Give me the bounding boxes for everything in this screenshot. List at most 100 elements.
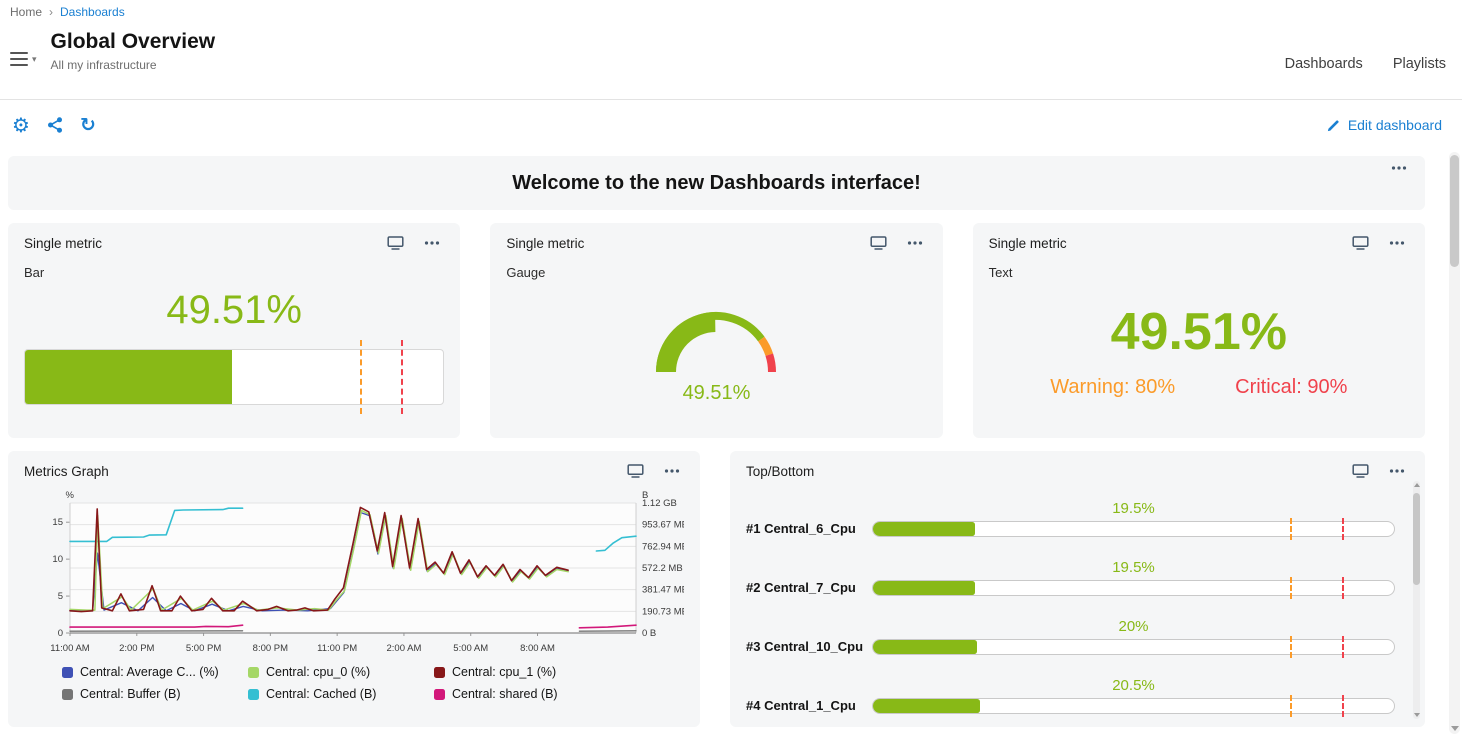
display-settings-button[interactable] [866,233,891,253]
legend-swatch [248,666,259,678]
legend-item[interactable]: Central: cpu_1 (%) [434,661,620,683]
chevron-right-icon: › [49,5,54,19]
legend-item[interactable]: Central: cpu_0 (%) [248,661,434,683]
panel-title: Single metric [24,235,103,251]
edit-dashboard-button[interactable]: Edit dashboard [1320,116,1448,134]
svg-text:B: B [642,490,648,501]
svg-text:5:00 PM: 5:00 PM [186,643,221,654]
legend-item[interactable]: Central: Cached (B) [248,683,434,705]
share-button[interactable] [42,114,68,136]
svg-text:572.2 MB: 572.2 MB [642,563,683,574]
top-bottom-item-label: #3 Central_10_Cpu [746,639,864,654]
critical-threshold-line [1341,518,1344,540]
breadcrumb-dashboards[interactable]: Dashboards [60,5,125,19]
legend-label: Central: cpu_1 (%) [452,665,557,679]
pencil-icon [1327,119,1339,131]
panel-title: Top/Bottom [746,463,815,479]
top-bottom-item-label: #1 Central_6_Cpu [746,521,856,536]
top-bottom-item-value: 19.5% [1112,500,1155,517]
display-settings-button[interactable] [1348,233,1373,253]
scroll-down-arrow[interactable] [1413,713,1420,717]
display-settings-button[interactable] [383,233,408,253]
legend-label: Central: Average C... (%) [80,665,219,679]
scrollbar-thumb[interactable] [1413,493,1420,585]
hamburger-menu-button[interactable]: ▾ [10,46,37,72]
more-icon [1391,166,1407,170]
critical-threshold-line [1341,695,1344,717]
legend-item[interactable]: Central: Average C... (%) [62,661,248,683]
svg-text:381.47 MB: 381.47 MB [642,585,684,596]
single-metric-bar-panel: Single metric [8,223,461,438]
welcome-more-button[interactable] [1387,164,1411,172]
legend-label: Central: Buffer (B) [80,687,181,701]
chevron-down-icon: ▾ [32,53,37,64]
panel-more-button[interactable] [903,239,927,247]
metrics-row: Single metric [8,223,1425,438]
refresh-button[interactable]: ↻ [76,114,100,137]
top-bottom-bar-fill [873,640,978,654]
welcome-text: Welcome to the new Dashboards interface! [512,171,921,194]
display-icon [1352,236,1369,250]
panel-more-button[interactable] [660,467,684,475]
panel-subtitle: Bar [24,265,45,280]
page-subtitle: All my infrastructure [50,58,157,72]
display-icon [870,236,887,250]
top-bottom-item-value: 20.5% [1112,677,1155,694]
svg-text:5:00 AM: 5:00 AM [453,643,488,654]
more-icon [907,241,922,245]
dashboard-toolbar: ⚙ ↻ Edit dashboard [0,100,1462,150]
dashboard-content: Welcome to the new Dashboards interface!… [0,150,1462,727]
charts-row: Metrics Graph [8,451,1425,727]
warning-threshold-line [1289,577,1292,599]
warning-threshold-label: Warning: 80% [1050,376,1176,398]
more-icon [664,469,680,473]
welcome-panel: Welcome to the new Dashboards interface! [8,156,1425,210]
scroll-down-arrow[interactable] [1451,726,1459,731]
panel-title: Metrics Graph [24,463,109,479]
tab-playlists[interactable]: Playlists [1392,56,1446,72]
warning-threshold-line [1289,695,1292,717]
legend-item[interactable]: Central: shared (B) [434,683,620,705]
svg-text:2:00 PM: 2:00 PM [119,643,154,654]
metric-bar-track [24,340,445,414]
warning-threshold-line [1289,518,1292,540]
metric-value: 49.51% [682,382,751,404]
chart-legend: Central: Average C... (%) Central: cpu_0 … [62,661,684,705]
display-icon [627,464,644,478]
legend-item[interactable]: Central: Buffer (B) [62,683,248,705]
critical-threshold-label: Critical: 90% [1235,376,1348,398]
panel-more-button[interactable] [1385,467,1409,475]
critical-threshold-line [1341,636,1344,658]
panel-more-button[interactable] [420,239,444,247]
display-icon [387,236,404,250]
display-settings-button[interactable] [623,461,648,481]
svg-text:2:00 AM: 2:00 AM [387,643,422,654]
critical-threshold-line [401,340,404,414]
metrics-graph-panel: Metrics Graph [8,451,700,727]
settings-button[interactable]: ⚙ [8,113,34,137]
top-bottom-row: #4 Central_1_Cpu 20.5% [746,660,1409,719]
svg-text:190.73 MB: 190.73 MB [642,606,684,617]
metric-value: 49.51% [166,288,302,332]
main-scrollbar[interactable] [1449,152,1460,734]
display-settings-button[interactable] [1348,461,1373,481]
svg-text:11:00 PM: 11:00 PM [317,643,357,654]
scroll-up-arrow[interactable] [1413,483,1420,487]
tab-dashboards[interactable]: Dashboards [1284,56,1363,72]
top-bottom-row: #2 Central_7_Cpu 19.5% [746,542,1409,601]
panel-more-button[interactable] [1385,239,1409,247]
top-bottom-panel: Top/Bottom [730,451,1425,727]
top-bottom-bar-fill [873,522,975,536]
panel-subtitle: Gauge [506,265,546,280]
scrollbar-thumb[interactable] [1450,155,1459,267]
panel-scrollbar[interactable] [1413,481,1420,719]
more-icon [1389,469,1405,473]
panel-title: Single metric [988,235,1067,251]
breadcrumb-home[interactable]: Home [10,5,43,19]
breadcrumb: Home › Dashboards [0,0,1462,22]
gear-icon: ⚙ [12,113,30,137]
top-bottom-row: #1 Central_6_Cpu 19.5% [746,483,1409,542]
warning-threshold-line [359,340,362,414]
critical-threshold-line [1341,577,1344,599]
single-metric-text-panel: Single metric [972,223,1425,438]
